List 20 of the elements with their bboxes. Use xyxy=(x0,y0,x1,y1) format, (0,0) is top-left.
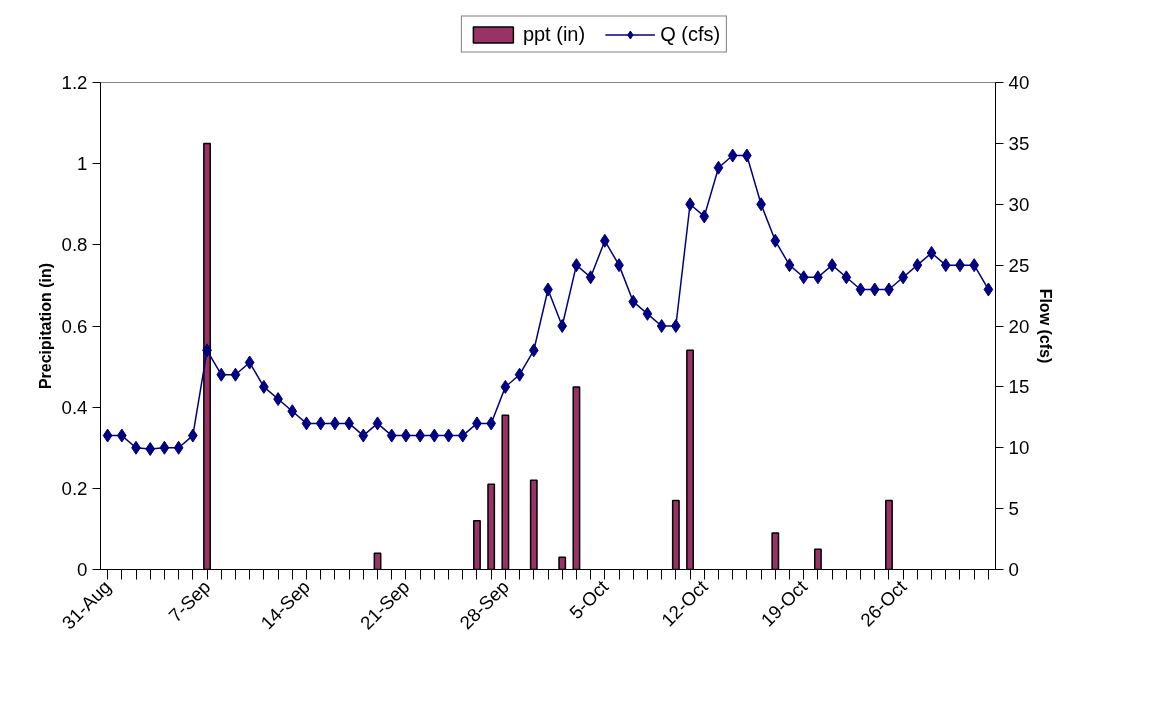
y2-tick-label: 25 xyxy=(1008,254,1030,276)
legend-label: ppt (in) xyxy=(522,22,586,46)
y2-tick-label: 20 xyxy=(1008,315,1030,337)
y-tick-label: 0.6 xyxy=(61,315,88,337)
y-tick-label: 0 xyxy=(77,559,88,580)
y2-tick-label: 10 xyxy=(1008,437,1030,459)
legend-label: Q (cfs) xyxy=(660,22,721,46)
y-tick-label: 1.2 xyxy=(61,72,88,93)
y-tick-label: 1 xyxy=(77,153,88,175)
y-tick-label: 0.2 xyxy=(61,477,88,499)
y-tick-label: 0.8 xyxy=(61,234,88,256)
y2-tick-label: 5 xyxy=(1008,498,1019,520)
y2-tick-label: 35 xyxy=(1008,132,1030,154)
y2-tick-label: 15 xyxy=(1008,376,1030,398)
y-axis-title: Precipitation (in) xyxy=(36,262,54,390)
y2-axis-title: Flow (cfs) xyxy=(1037,288,1055,364)
y2-tick-label: 0 xyxy=(1008,559,1019,580)
y2-tick-label: 40 xyxy=(1008,72,1030,93)
y-tick-label: 0.4 xyxy=(61,396,88,418)
y2-tick-label: 30 xyxy=(1008,193,1030,215)
